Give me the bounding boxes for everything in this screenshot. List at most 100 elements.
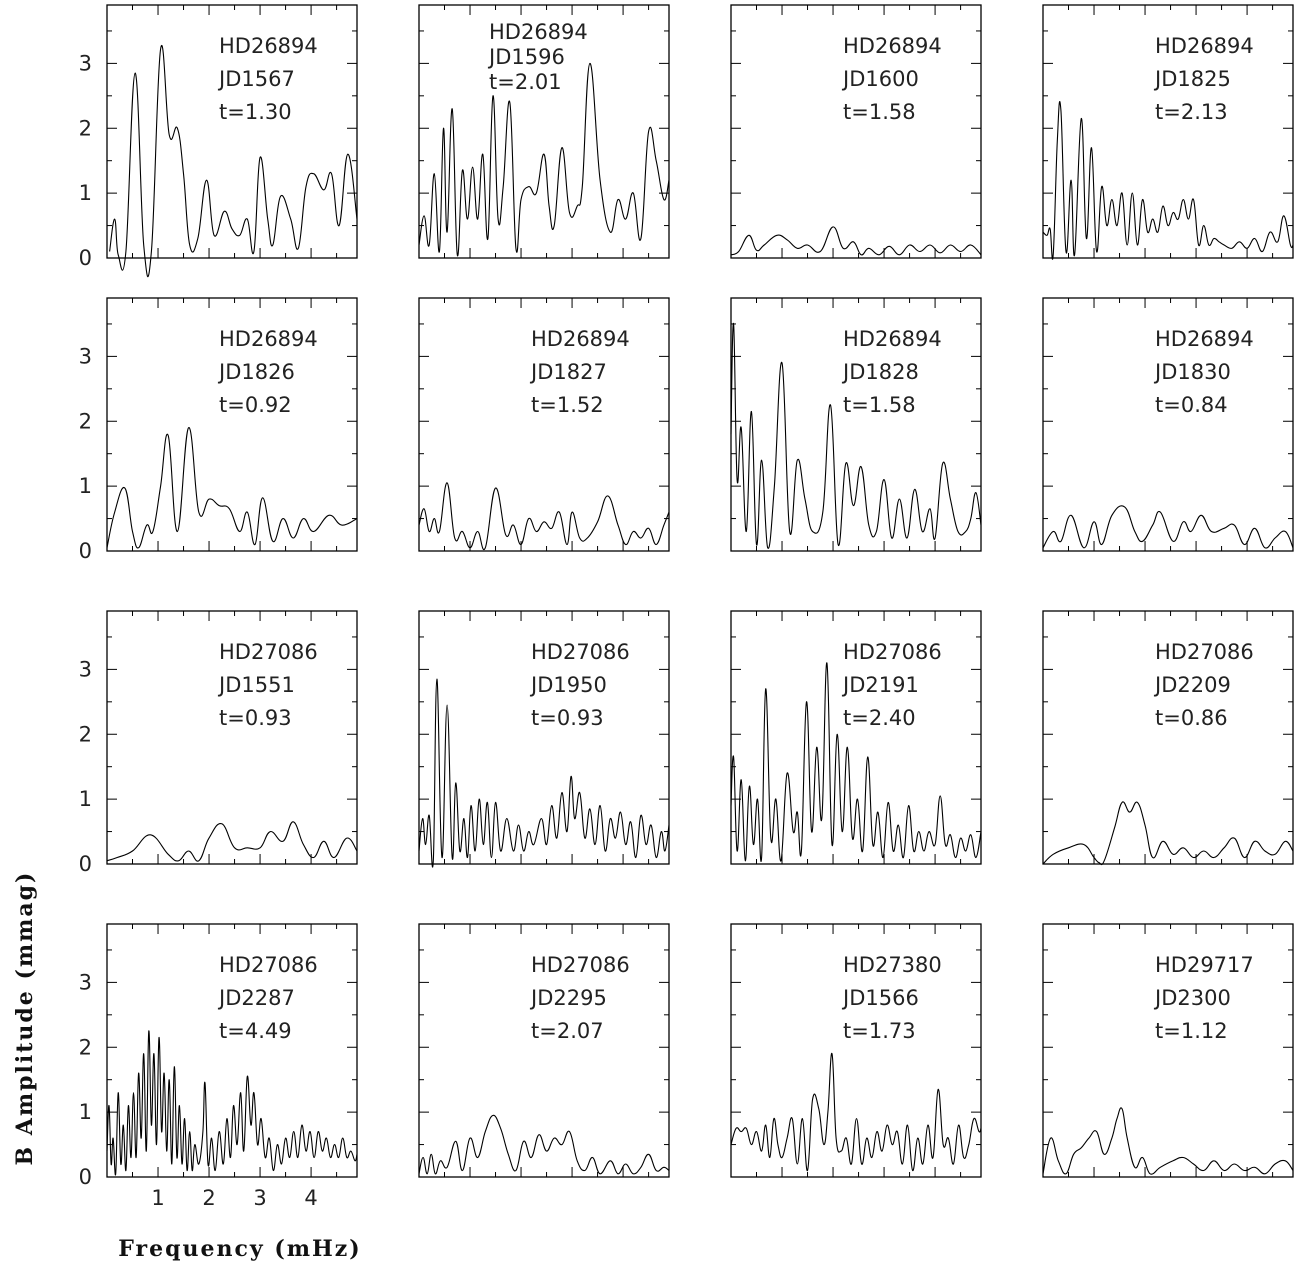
x-tick-label: 2 [202, 1186, 215, 1210]
star-label: HD29717 [1155, 953, 1254, 977]
time-label: t=1.58 [843, 393, 916, 417]
jd-label: JD2209 [1153, 673, 1231, 697]
spectrum-panel: HD27086 JD2209 t=0.86 [1042, 610, 1294, 866]
panel-grid: HD26894JD1567t=1.30HD26894JD1596t=2.01HD… [106, 4, 1294, 1178]
jd-label: JD1600 [841, 67, 919, 91]
panel-frame [1042, 610, 1294, 865]
panel-frame [1042, 923, 1294, 1178]
x-tick-label: 4 [304, 1186, 317, 1210]
time-label: t=1.30 [219, 100, 292, 124]
star-label: HD26894 [843, 327, 942, 351]
y-tick-label: 3 [79, 657, 92, 681]
star-label: HD26894 [489, 20, 588, 44]
panel-frame [106, 610, 358, 865]
spectrum-panel: HD26894 JD1828 t=1.58 [730, 297, 982, 552]
jd-label: JD1826 [217, 360, 295, 384]
time-label: t=0.86 [1155, 706, 1228, 730]
spectrum-panel: HD26894 JD1567 t=1.30 [106, 4, 358, 277]
star-label: HD26894 [219, 34, 318, 58]
panel-frame [418, 297, 670, 552]
spectrum-trace [730, 323, 982, 549]
spectrum-panel: HD29717 JD2300 t=1.12 [1042, 923, 1294, 1178]
spectrum-trace [106, 1030, 358, 1176]
star-label: HD26894 [531, 327, 630, 351]
spectrum-trace [418, 62, 670, 257]
jd-label: JD1830 [1153, 360, 1231, 384]
spectrum-panel: HD26894 JD1600 t=1.58 [730, 4, 982, 259]
y-axis-title: B Amplitude (mmag) [12, 871, 38, 1166]
time-label: t=1.73 [843, 1019, 916, 1043]
x-tick-label: 3 [253, 1186, 266, 1210]
spectrum-trace [1042, 801, 1294, 866]
spectrum-panel: HD27380 JD1566 t=1.73 [730, 923, 982, 1178]
star-label: HD27086 [219, 640, 318, 664]
time-label: t=4.49 [219, 1019, 292, 1043]
jd-label: JD2287 [217, 986, 295, 1010]
y-tick-label: 0 [79, 1165, 92, 1189]
y-tick-label: 1 [79, 474, 92, 498]
spectrum-trace [1042, 101, 1294, 260]
time-label: t=0.84 [1155, 393, 1228, 417]
spectrum-panel: HD27086 JD1551 t=0.93 [106, 610, 358, 865]
panel-frame [730, 610, 982, 865]
time-label: t=0.93 [219, 706, 292, 730]
y-tick-label: 2 [79, 1035, 92, 1059]
star-label: HD27086 [531, 640, 630, 664]
spectrum-trace [418, 482, 670, 551]
star-label: HD27086 [531, 953, 630, 977]
spectrum-panel: HD26894 JD1830 t=0.84 [1042, 297, 1294, 552]
spectrum-trace [730, 662, 982, 862]
star-label: HD27380 [843, 953, 942, 977]
time-label: t=0.92 [219, 393, 292, 417]
time-label: t=1.12 [1155, 1019, 1228, 1043]
jd-label: JD1827 [529, 360, 607, 384]
x-tick-label: 1 [151, 1186, 164, 1210]
star-label: HD26894 [843, 34, 942, 58]
time-label: t=0.93 [531, 706, 604, 730]
spectrum-trace [106, 821, 358, 862]
jd-label: JD1566 [841, 986, 919, 1010]
jd-label: JD2300 [1153, 986, 1231, 1010]
time-label: t=2.13 [1155, 100, 1228, 124]
panel-frame [418, 923, 670, 1178]
jd-label: JD2295 [529, 986, 607, 1010]
panel-frame [106, 923, 358, 1178]
panel-frame [418, 610, 670, 865]
bottom-axis-labels: 1 2 3 4 [151, 1186, 317, 1210]
spectrum-panel: HD27086 JD1950 t=0.93 [418, 610, 670, 868]
y-tick-label: 0 [79, 246, 92, 270]
star-label: HD27086 [1155, 640, 1254, 664]
jd-label: JD2191 [841, 673, 919, 697]
spectrum-panel: HD26894 JD1825 t=2.13 [1042, 4, 1294, 260]
spectrum-trace [1042, 1107, 1294, 1175]
spectrum-panel: HD26894 JD1827 t=1.52 [418, 297, 670, 552]
y-tick-label: 2 [79, 116, 92, 140]
panel-frame [730, 4, 982, 259]
y-tick-label: 3 [79, 970, 92, 994]
spectrum-trace [418, 1114, 670, 1175]
y-tick-label: 1 [79, 787, 92, 811]
jd-label: JD1596 [487, 45, 565, 69]
jd-label: JD1950 [529, 673, 607, 697]
time-label: t=2.40 [843, 706, 916, 730]
time-label: t=2.07 [531, 1019, 604, 1043]
time-label: t=1.52 [531, 393, 604, 417]
spectrum-trace [730, 226, 982, 256]
time-label: t=1.58 [843, 100, 916, 124]
y-tick-label: 0 [79, 852, 92, 876]
panel-frame [418, 4, 670, 259]
spectrum-trace [730, 1053, 982, 1172]
spectrum-panel: HD26894 JD1826 t=0.92 [106, 297, 358, 552]
spectrum-panel: HD27086 JD2191 t=2.40 [730, 610, 982, 865]
star-label: HD26894 [219, 327, 318, 351]
spectrum-trace [106, 427, 358, 549]
jd-label: JD1825 [1153, 67, 1231, 91]
y-tick-label: 1 [79, 181, 92, 205]
jd-label: JD1828 [841, 360, 919, 384]
jd-label: JD1567 [217, 67, 295, 91]
panel-frame [106, 4, 358, 259]
spectrum-trace [1042, 505, 1294, 549]
star-label: HD27086 [843, 640, 942, 664]
